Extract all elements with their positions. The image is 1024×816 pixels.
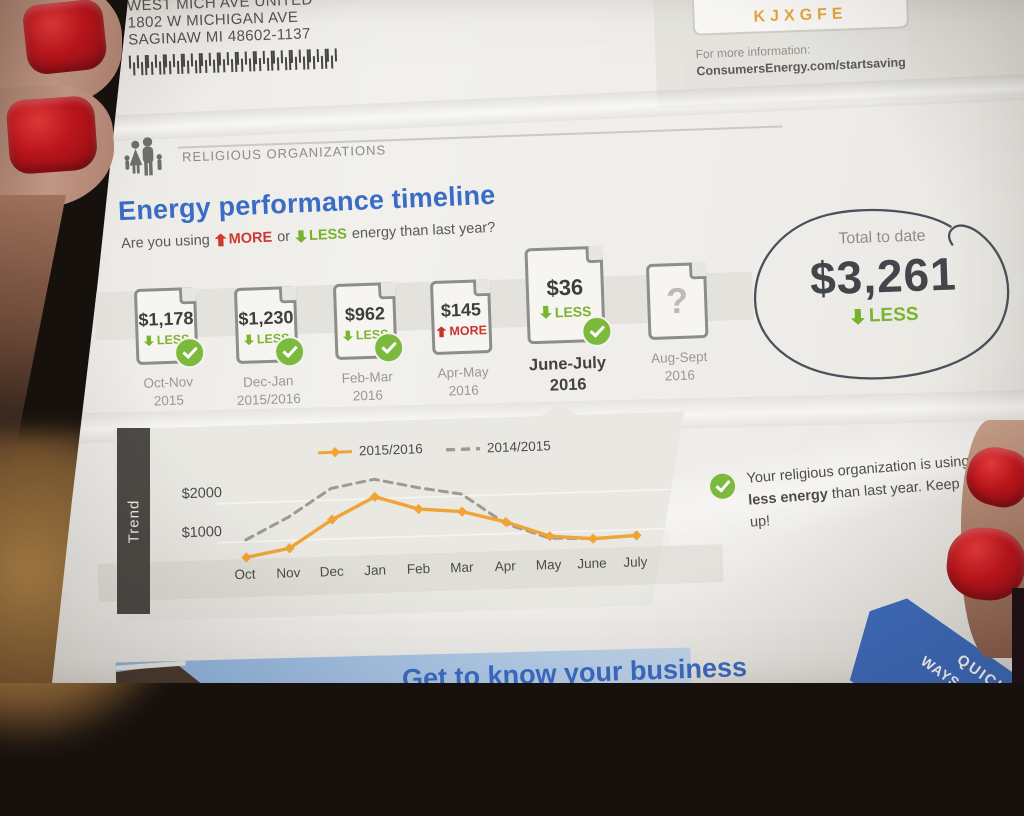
section-row: RELIGIOUS ORGANIZATIONS <box>119 114 785 181</box>
check-badge-icon <box>580 315 613 348</box>
legend-current-year: 2015/2016 <box>317 441 423 460</box>
background-corner-dark <box>1012 588 1024 683</box>
bill-amount: $1,230 <box>238 307 294 329</box>
subtitle-text: or <box>276 228 291 246</box>
x-tick-label: Feb <box>406 561 431 577</box>
folded-corner <box>472 278 491 297</box>
check-circle-icon <box>709 472 737 500</box>
direction-label: LESS <box>554 302 592 320</box>
direction-label: MORE <box>449 323 488 339</box>
dashed-line-swatch <box>445 446 481 452</box>
total-to-date: Total to date $3,261 LESS <box>745 198 1023 392</box>
mailing-address: WEST MICH AVE UNITED 1802 W MICHIGAN AVE… <box>127 0 340 76</box>
hand-side <box>0 195 66 475</box>
bill-paper: WEST MICH AVE UNITED 1802 W MICHIGAN AVE… <box>0 0 1024 683</box>
x-tick-label: July <box>623 554 648 570</box>
info-box: For more information: ConsumersEnergy.co… <box>683 31 911 89</box>
bill-document-icon: $1,230 LESS <box>233 285 306 368</box>
trend-sidebar: Trend <box>117 428 150 614</box>
check-badge-icon <box>173 336 206 369</box>
bill-document-icon: $145 MORE <box>429 278 493 356</box>
bill-document-icon: $36 LESS <box>524 245 613 348</box>
page-title: Energy performance timeline <box>117 179 496 227</box>
page-subtitle: Are you using MORE or LESS energy than l… <box>121 220 496 252</box>
right-hand-fingers <box>935 420 1024 658</box>
y-tick-label: $1000 <box>181 523 223 542</box>
total-direction-label: LESS <box>868 303 919 327</box>
up-arrow-icon <box>214 233 227 247</box>
total-amount: $3,261 <box>809 247 958 305</box>
down-arrow-icon <box>343 330 353 341</box>
timeline-item: ? Aug-Sept 2016 <box>616 261 740 387</box>
folded-corner <box>278 285 297 304</box>
folded-corner <box>377 281 396 300</box>
x-tick-label: June <box>577 555 607 572</box>
hand-drawn-circle <box>753 208 1010 380</box>
left-hand-fingers <box>0 0 150 500</box>
trend-label: Trend <box>125 499 143 543</box>
period-year: 2016 <box>664 367 696 384</box>
red-fingernail <box>21 0 109 76</box>
more-label: MORE <box>228 229 273 248</box>
subtitle-text: energy than last year? <box>351 219 496 243</box>
less-label: LESS <box>308 226 348 244</box>
bill-document-icon: $962 LESS <box>332 281 405 364</box>
solid-line-swatch <box>317 446 353 457</box>
folded-corner <box>585 245 603 264</box>
folded-corner <box>178 286 197 305</box>
x-tick-label: Nov <box>276 565 301 581</box>
intelligent-mail-barcode <box>128 48 340 76</box>
timeline-item: $36 LESS June-July 2016 <box>503 245 628 398</box>
chart-pointer-notch <box>531 402 587 423</box>
bill-document-icon: ? <box>645 261 709 341</box>
down-arrow-icon <box>540 305 552 318</box>
down-arrow-icon <box>295 230 308 244</box>
down-arrow-icon <box>851 309 866 325</box>
trend-chart-svg <box>215 477 689 563</box>
x-tick-label: Mar <box>450 559 474 576</box>
promo-code: KJXGFE <box>753 5 848 26</box>
x-tick-label: Apr <box>494 558 516 574</box>
family-icon <box>124 137 162 176</box>
message-bold: less energy <box>747 486 829 509</box>
period-year: 2016 <box>448 382 480 399</box>
check-badge-icon <box>273 335 306 368</box>
legend-previous-year: 2014/2015 <box>445 438 551 457</box>
check-badge-icon <box>372 331 405 364</box>
unknown-question-mark: ? <box>665 279 689 322</box>
section-divider <box>177 125 783 149</box>
bill-amount: $962 <box>344 303 386 325</box>
red-fingernail <box>5 95 99 175</box>
up-arrow-icon <box>436 326 446 337</box>
period-year: 2016 <box>549 374 587 395</box>
y-tick-label: $2000 <box>181 484 223 503</box>
bill-amount: $36 <box>546 273 584 301</box>
bill-amount: $145 <box>440 299 482 321</box>
x-tick-label: Oct <box>234 566 256 583</box>
x-tick-label: May <box>535 556 562 573</box>
down-arrow-icon <box>244 334 254 345</box>
direction-row: LESS <box>540 303 592 321</box>
folded-corner <box>688 261 707 280</box>
direction-row: MORE <box>436 323 487 339</box>
x-tick-label: Dec <box>319 563 344 580</box>
x-tick-label: Jan <box>363 562 387 579</box>
